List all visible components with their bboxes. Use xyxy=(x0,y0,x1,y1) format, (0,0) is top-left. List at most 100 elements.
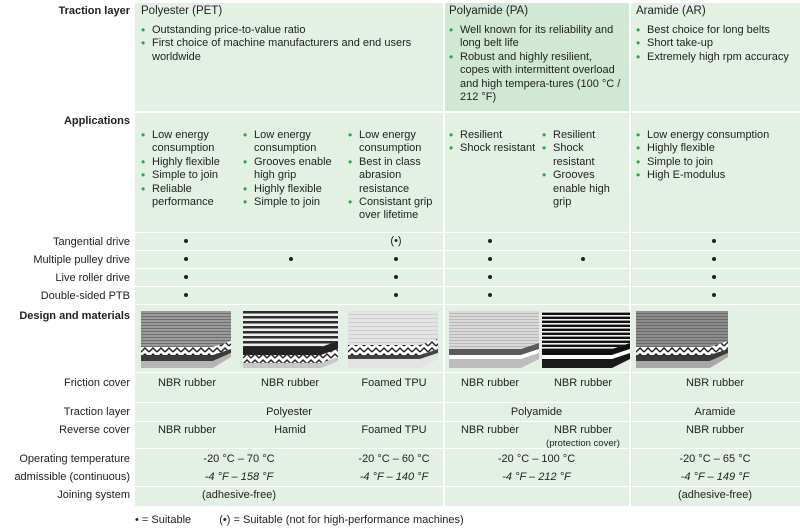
feature-item: Short take-up xyxy=(636,37,796,51)
applications-col-3: Low energy consumption Best in class abr… xyxy=(348,129,442,223)
suitable-limited-mark: (•) xyxy=(390,235,402,247)
row-separator xyxy=(135,286,800,287)
pet-features: Outstanding price-to-value ratio First c… xyxy=(141,24,436,64)
friction-cover-1: NBR rubber xyxy=(157,377,217,389)
row-separator xyxy=(135,232,800,233)
suitable-mark xyxy=(289,257,293,261)
application-item: Consistant grip over lifetime xyxy=(348,196,442,223)
applications-col-5: Resilient Shock resistant Grooves enable… xyxy=(542,129,627,209)
label-traction-layer-2: Traction layer xyxy=(63,406,130,418)
suitable-mark xyxy=(184,293,188,297)
application-item: Grooves enable high grip xyxy=(243,156,341,183)
suitable-mark xyxy=(712,293,716,297)
application-item: Resilient xyxy=(542,129,627,143)
temp-pet-12-celsius: -20 °C – 70 °C xyxy=(203,453,275,465)
reverse-cover-3: Foamed TPU xyxy=(361,424,427,436)
row-separator xyxy=(135,486,800,487)
application-item: Shock resistant xyxy=(449,142,537,156)
row-separator xyxy=(135,250,800,251)
label-design-and-materials: Design and materials xyxy=(19,310,130,322)
ar-features: Best choice for long belts Short take-up… xyxy=(636,24,796,65)
application-item: Low energy consumption xyxy=(141,129,237,156)
ar-title: Aramide (AR) xyxy=(636,5,706,17)
feature-item: Well known for its reliability and long … xyxy=(449,24,624,51)
temp-ar-fahrenheit: -4 °F – 149 °F xyxy=(680,471,750,483)
joining-ar: (adhesive-free) xyxy=(678,489,752,501)
application-item: Grooves enable high grip xyxy=(542,169,627,209)
legend-suitable: • = Suitable xyxy=(135,514,192,526)
label-double-sided-ptb: Double-sided PTB xyxy=(40,290,130,302)
suitable-mark xyxy=(712,257,716,261)
legend-limited: (•) = Suitable (not for high-performance… xyxy=(219,514,464,526)
application-item: High E-modulus xyxy=(636,169,796,183)
suitable-mark xyxy=(184,275,188,279)
suitable-mark xyxy=(488,293,492,297)
row-separator xyxy=(135,304,800,305)
application-item: Resilient xyxy=(449,129,537,143)
label-traction-layer: Traction layer xyxy=(58,5,130,17)
friction-cover-4: NBR rubber xyxy=(460,377,520,389)
suitable-mark xyxy=(488,275,492,279)
label-friction-cover: Friction cover xyxy=(63,377,130,389)
label-multiple-pulley-drive: Multiple pulley drive xyxy=(33,254,130,266)
pa-features: Well known for its reliability and long … xyxy=(449,24,624,104)
application-item: Reliable performance xyxy=(141,183,237,210)
applications-col-2: Low energy consumption Grooves enable hi… xyxy=(243,129,341,210)
friction-cover-2: NBR rubber xyxy=(260,377,320,389)
row-separator xyxy=(135,448,800,449)
application-item: Highly flexible xyxy=(141,156,237,170)
application-item: Low energy consumption xyxy=(348,129,442,156)
temp-ar-celsius: -20 °C – 65 °C xyxy=(679,453,751,465)
friction-cover-3: Foamed TPU xyxy=(361,377,427,389)
temp-pet-12-fahrenheit: -4 °F – 158 °F xyxy=(204,471,274,483)
column-separator xyxy=(443,3,445,506)
suitable-mark xyxy=(488,239,492,243)
reverse-cover-5-value: NBR rubber xyxy=(553,424,613,436)
belt-image-ar xyxy=(636,311,728,368)
application-item: Best in class abrasion resistance xyxy=(348,156,442,196)
traction-pet: Polyester xyxy=(266,406,312,418)
suitable-mark xyxy=(394,293,398,297)
suitable-mark xyxy=(581,257,585,261)
suitable-mark xyxy=(712,239,716,243)
pa-title: Polyamide (PA) xyxy=(449,5,529,17)
application-item: Highly flexible xyxy=(636,142,796,156)
reverse-cover-5-note: (protection cover) xyxy=(546,438,620,449)
application-item: Simple to join xyxy=(141,169,237,183)
application-item: Simple to join xyxy=(636,156,796,170)
belt-image-pa-1 xyxy=(449,311,539,368)
application-item: Highly flexible xyxy=(243,183,341,197)
traction-pa: Polyamide xyxy=(510,406,563,418)
legend: • = Suitable (•) = Suitable (not for hig… xyxy=(135,514,464,526)
belt-image-pet-1 xyxy=(141,311,231,368)
reverse-cover-5: NBR rubber (protection cover) xyxy=(533,424,633,450)
feature-item: Robust and highly resilient, copes with … xyxy=(449,51,624,105)
temp-pet-3-fahrenheit: -4 °F – 140 °F xyxy=(359,471,429,483)
suitable-mark xyxy=(184,239,188,243)
belt-image-pa-2 xyxy=(542,311,630,368)
temp-pet-3-celsius: -20 °C – 60 °C xyxy=(358,453,430,465)
temp-pa-fahrenheit: -4 °F – 212 °F xyxy=(502,471,571,483)
application-item: Shock resistant xyxy=(542,142,627,169)
label-reverse-cover: Reverse cover xyxy=(59,424,130,436)
label-operating-temperature: Operating temperature xyxy=(19,453,130,465)
reverse-cover-4: NBR rubber xyxy=(460,424,520,436)
belt-image-pet-2 xyxy=(243,311,338,368)
applications-col-6: Low energy consumption Highly flexible S… xyxy=(636,129,796,183)
suitable-mark xyxy=(394,257,398,261)
joining-pet: (adhesive-free) xyxy=(202,489,276,501)
reverse-cover-2: Hamid xyxy=(274,424,306,436)
feature-item: Outstanding price-to-value ratio xyxy=(141,24,436,38)
application-item: Simple to join xyxy=(243,196,341,210)
label-tangential-drive: Tangential drive xyxy=(52,236,130,248)
application-item: Low energy consumption xyxy=(243,129,341,156)
row-separator xyxy=(135,268,800,269)
pet-title: Polyester (PET) xyxy=(141,5,223,17)
traction-ar: Aramide xyxy=(694,406,736,418)
row-separator xyxy=(135,421,800,422)
column-separator xyxy=(629,3,631,506)
friction-cover-6: NBR rubber xyxy=(685,377,745,389)
reverse-cover-6: NBR rubber xyxy=(685,424,745,436)
applications-col-1: Low energy consumption Highly flexible S… xyxy=(141,129,237,209)
